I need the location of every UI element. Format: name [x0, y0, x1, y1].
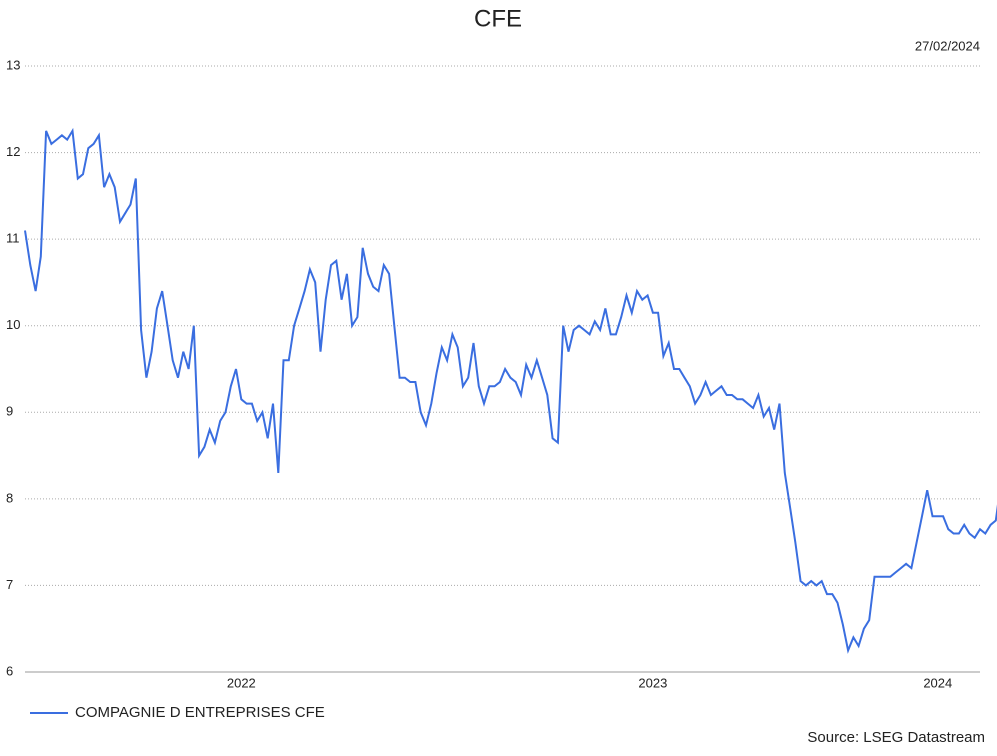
legend-label: COMPAGNIE D ENTREPRISES CFE — [75, 704, 325, 721]
y-tick-label: 10 — [6, 317, 20, 332]
y-tick-label: 12 — [6, 144, 20, 159]
x-tick-label: 2023 — [638, 675, 667, 690]
y-tick-label: 8 — [6, 490, 13, 505]
chart-title: CFE — [474, 5, 522, 32]
source-label: Source: LSEG Datastream — [807, 729, 985, 746]
date-label: 27/02/2024 — [915, 38, 980, 53]
y-tick-label: 13 — [6, 57, 20, 72]
y-tick-label: 7 — [6, 577, 13, 592]
x-tick-label: 2022 — [227, 675, 256, 690]
y-tick-label: 11 — [6, 231, 20, 246]
x-tick-label: 2024 — [923, 675, 952, 690]
y-tick-label: 6 — [6, 663, 13, 678]
series-line — [24, 127, 997, 654]
y-tick-label: 9 — [6, 404, 13, 419]
